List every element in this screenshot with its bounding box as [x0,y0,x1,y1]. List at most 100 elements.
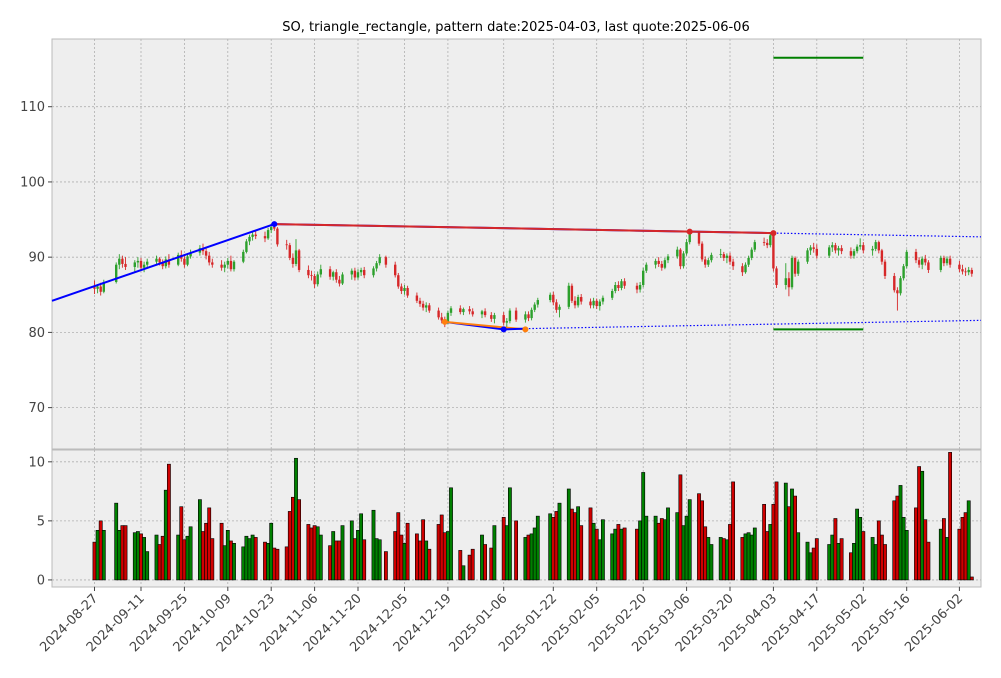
price-panel-background [51,38,982,450]
candle-body [356,272,360,278]
candle-body [611,291,614,298]
candle-body [750,249,753,258]
candle-body [762,242,766,243]
candle-body [731,261,735,267]
candle-body [530,309,533,319]
candle-body [666,256,670,261]
candle-body [924,258,927,263]
volume-bar [250,534,255,581]
volume-bar [948,452,953,581]
volume-bar [786,506,791,581]
volume-bar [662,519,667,581]
volume-bar [914,507,918,581]
candle-body [961,269,964,272]
volume-bar [836,543,841,581]
volume-bar [201,531,205,581]
candle-body [375,263,378,269]
candle-body [893,275,896,291]
candle-body [359,269,363,273]
volume-bar [790,488,794,581]
candle-body [183,258,186,265]
candle-body [725,255,729,258]
candle-body [766,242,769,246]
candle-body [527,314,530,319]
volume-bar [969,576,974,581]
candle-body [288,245,291,258]
candle-body [93,287,96,289]
candle-body [449,308,453,313]
candle-body [831,245,834,248]
candle-body [663,260,667,268]
volume-bar [117,530,122,581]
candle-body [468,309,471,312]
candle-body [96,286,99,289]
candle-body [124,263,127,267]
volume-bar [938,528,943,581]
volume-bar [957,528,962,581]
candle-body [406,288,409,296]
volume-bar [123,525,128,581]
candle-body [815,248,818,256]
candle-body [353,270,357,278]
candle-body [440,317,443,321]
volume-bar [554,511,559,581]
pattern-point [522,326,529,333]
candle-body [177,254,180,265]
volume-bar [728,524,732,581]
candle-body [536,300,539,305]
candle-body [595,300,598,307]
volume-bar [163,489,168,581]
volume-bar [588,507,593,581]
chart-title: SO, triangle_rectangle, pattern date:202… [282,20,749,35]
volume-bar [427,548,432,581]
volume-bar [532,527,537,581]
candle-body [874,242,877,249]
candle-body [570,285,574,301]
volume-bar [718,537,723,581]
volume-bar [749,534,754,581]
volume-bar [480,534,484,581]
volume-bar [638,520,643,581]
volume-bar [656,522,661,581]
candle-body [332,272,335,277]
volume-bar [470,548,475,581]
price-tick-label: 80 [28,326,45,341]
price-tick-label: 100 [20,175,45,190]
volume-bar [941,518,946,581]
candle-body [483,311,487,316]
candle-body [403,288,406,292]
candle-body [880,250,884,262]
volume-bar [371,509,376,581]
volume-bar [526,534,531,581]
candle-body [855,246,859,252]
volume-bar [852,543,856,581]
candle-body [849,251,853,256]
pattern-points [271,221,777,333]
volume-bar [266,543,271,581]
price-y-tick-labels: 70 80 90 100 110 [20,100,52,416]
candle-body [797,261,800,274]
volume-bar [331,531,336,581]
volume-bar [436,524,441,581]
volume-bar [290,496,295,581]
volume-tick-label: 10 [28,455,45,470]
volume-bar [653,515,658,581]
volume-bar [154,534,159,581]
pattern-line [503,327,526,331]
candle-body [840,248,843,252]
volume-bar [731,481,736,581]
volume-bar [666,507,670,581]
candle-body [254,234,257,237]
volume-bar [142,537,147,581]
volume-bar [610,533,615,581]
candle-body [310,275,313,277]
volume-bar [287,511,292,581]
candle-body [945,258,949,264]
candle-body [223,264,226,268]
volume-bar [740,537,745,581]
volume-bar [284,546,289,581]
candle-body [555,302,558,310]
volume-bar [185,535,190,581]
volume-bar [827,544,832,581]
volume-bar [848,552,853,581]
